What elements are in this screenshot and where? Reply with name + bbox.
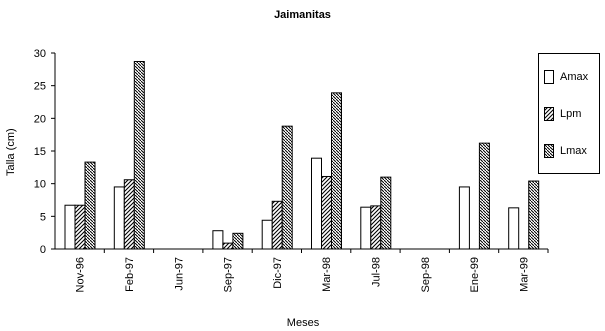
y-tick-label: 5 [40,211,46,223]
x-axis-label: Meses [286,317,320,329]
bar-lmax-sep-97 [232,232,244,250]
bar-lmax-feb-97 [133,60,145,250]
legend-item-amax: Amax [544,70,588,84]
bar-lpm-jul-98 [370,205,382,250]
bar-lpm-sep-97 [222,242,234,250]
bar-amax-mar-99 [508,207,520,250]
bar-lpm-mar-98 [321,175,332,250]
bar-lmax-ene-99 [478,142,490,250]
legend-item-lpm: Lpm [544,107,581,121]
bar-amax-nov-96 [64,204,76,250]
legend-label-lmax: Lmax [560,145,587,157]
bar-amax-mar-98 [311,157,322,250]
bar-amax-feb-97 [113,186,125,250]
bar-amax-ene-99 [458,186,470,250]
x-tick-label: Mar-98 [321,257,333,292]
bar-lmax-mar-99 [528,180,540,250]
y-tick-label: 25 [34,81,46,93]
bar-amax-sep-97 [212,230,224,250]
x-tick-label: Mar-99 [518,257,530,292]
bar-lmax-mar-98 [331,92,342,250]
y-tick-label: 20 [34,113,46,125]
y-tick-label: 0 [40,244,46,256]
legend-swatch-amax [544,70,554,84]
x-tick-label: Ene-99 [469,257,481,292]
bar-lpm-nov-96 [74,204,86,250]
x-tick-label: Feb-97 [124,257,136,292]
bar-lmax-dic-97 [281,125,293,250]
bar-amax-jul-98 [360,206,372,250]
x-tick-label: Nov-96 [75,257,87,292]
x-tick-label: Dic-97 [272,257,284,289]
x-tick-label: Sep-97 [223,257,235,292]
legend-swatch-lmax [544,144,554,158]
bar-lpm-feb-97 [123,179,135,250]
legend-label-amax: Amax [560,71,589,83]
chart-title: Jaimanitas [274,9,331,21]
y-tick-label: 10 [34,179,46,191]
x-tick-label: Jul-98 [370,257,382,287]
legend-item-lmax: Lmax [544,144,587,158]
bar-lmax-jul-98 [380,176,392,250]
bar-lmax-nov-96 [84,161,96,250]
legend-swatch-lpm [544,107,554,121]
chart-legend: Amax Lpm Lmax [538,53,600,174]
legend-label-lpm: Lpm [560,108,582,120]
y-tick-label: 15 [34,146,46,158]
x-tick-label: Jun-97 [173,257,185,291]
bar-lpm-dic-97 [271,200,283,250]
x-tick-label: Sep-98 [420,257,432,292]
bar-amax-dic-97 [261,219,273,250]
y-tick-label: 30 [34,48,46,60]
